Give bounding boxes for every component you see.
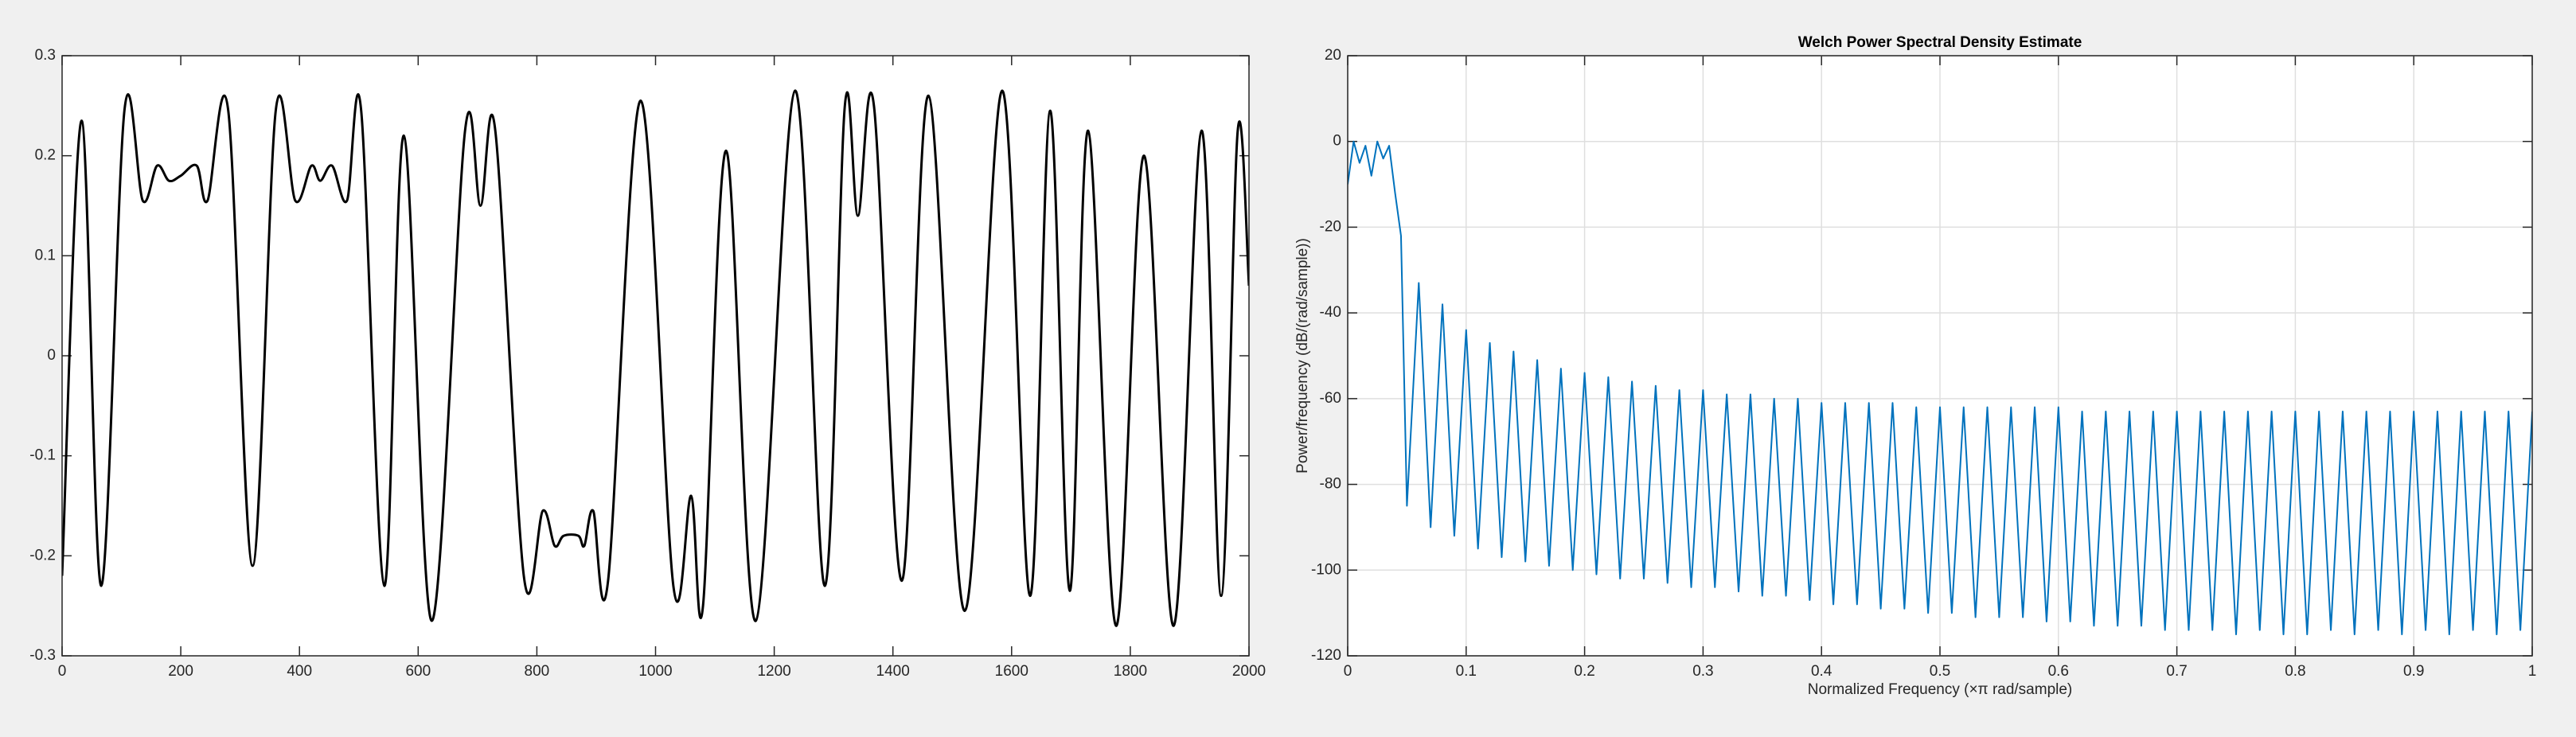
x-tick-label: 2000 bbox=[1232, 663, 1266, 680]
y-tick-label: -40 bbox=[1320, 304, 1341, 321]
x-tick-label: 1400 bbox=[876, 663, 910, 680]
data-line bbox=[1348, 140, 2532, 636]
chart-title: Welch Power Spectral Density Estimate bbox=[1798, 34, 2082, 51]
chart-panel: 0 0.1 0.2 0.3 0.4 0.5 0.6 0.7 0.8 0.9 1 20 0 -20 -40 -6… bbox=[1294, 34, 2536, 698]
x-tick-label: 0.7 bbox=[2166, 663, 2187, 680]
y-axis-label: Power/frequency (dB/(rad/sample)) bbox=[1294, 238, 1311, 474]
x-tick-label: 0.5 bbox=[1930, 663, 1950, 680]
chart-panel: 0 200 400 600 800 1000 1200 1400 1600 1800 2000 0.3… bbox=[29, 47, 1266, 680]
y-tick-label: 0.2 bbox=[35, 147, 56, 164]
y-tick-label: -0.3 bbox=[29, 647, 56, 664]
y-tick-label: -100 bbox=[1311, 561, 1341, 578]
y-tick-label: -120 bbox=[1311, 647, 1341, 664]
x-tick-label: 0.4 bbox=[1811, 663, 1832, 680]
axes-box bbox=[61, 55, 1250, 657]
x-tick-label: 200 bbox=[168, 663, 193, 680]
data-line bbox=[62, 89, 1249, 627]
y-tick-label: -60 bbox=[1320, 390, 1341, 407]
x-tick-label: 0 bbox=[1344, 663, 1352, 680]
x-tick-label: 0 bbox=[58, 663, 67, 680]
x-tick-label: 0.3 bbox=[1692, 663, 1713, 680]
y-tick-label: 0.3 bbox=[35, 47, 56, 64]
x-tick-label: 0.8 bbox=[2285, 663, 2305, 680]
x-tick-label: 0.2 bbox=[1574, 663, 1594, 680]
x-tick-label: 1000 bbox=[638, 663, 672, 680]
x-tick-label: 1600 bbox=[995, 663, 1028, 680]
x-tick-label: 0.6 bbox=[2048, 663, 2069, 680]
x-tick-label: 1800 bbox=[1114, 663, 1147, 680]
plot-area bbox=[62, 56, 1249, 656]
x-tick-label: 800 bbox=[525, 663, 550, 680]
y-tick-label: -20 bbox=[1320, 218, 1341, 235]
y-tick-label: 20 bbox=[1325, 47, 1341, 64]
x-tick-label: 1200 bbox=[757, 663, 790, 680]
x-tick-label: 400 bbox=[287, 663, 312, 680]
x-tick-label: 1 bbox=[2528, 663, 2537, 680]
y-tick-label: 0.1 bbox=[35, 247, 56, 263]
y-tick-label: -0.1 bbox=[29, 447, 56, 464]
x-tick-label: 0.1 bbox=[1456, 663, 1477, 680]
x-axis-label: Normalized Frequency (×π rad/sample) bbox=[1808, 681, 2073, 698]
x-tick-label: 600 bbox=[405, 663, 431, 680]
y-tick-label: -0.2 bbox=[29, 547, 56, 563]
axes-box bbox=[1347, 55, 2533, 657]
x-tick-label: 0.9 bbox=[2403, 663, 2424, 680]
y-tick-label: 0 bbox=[1333, 133, 1341, 150]
y-tick-label: -80 bbox=[1320, 476, 1341, 493]
y-tick-label: 0 bbox=[47, 347, 56, 364]
